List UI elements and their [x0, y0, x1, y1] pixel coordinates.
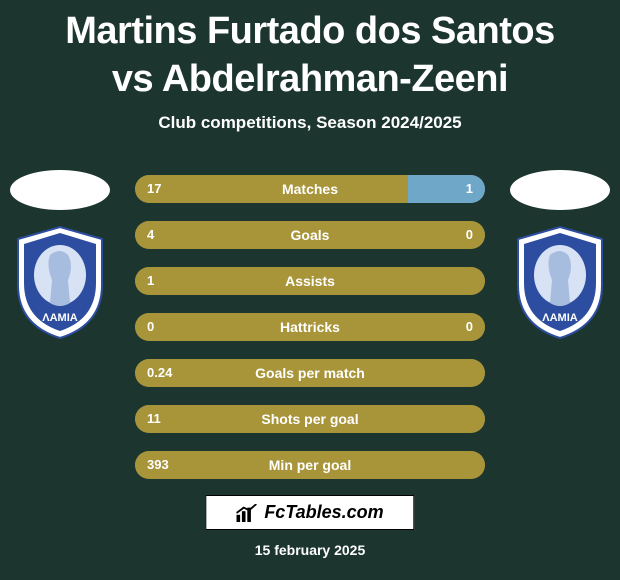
stat-label: Min per goal: [135, 451, 485, 479]
comparison-subtitle: Club competitions, Season 2024/2025: [0, 113, 620, 133]
stat-row: 171Matches: [135, 175, 485, 203]
player-photo-right: [510, 170, 610, 210]
stat-label: Hattricks: [135, 313, 485, 341]
crest-label: ΛΑΜΙΑ: [542, 312, 578, 324]
stat-label: Assists: [135, 267, 485, 295]
stat-row: 00Hattricks: [135, 313, 485, 341]
brand-badge: FcTables.com: [205, 495, 414, 530]
stat-row: 1Assists: [135, 267, 485, 295]
club-crest-left: ΛΑΜΙΑ: [10, 225, 110, 340]
stat-label: Matches: [135, 175, 485, 203]
stat-row: 393Min per goal: [135, 451, 485, 479]
stat-row: 0.24Goals per match: [135, 359, 485, 387]
brand-text: FcTables.com: [264, 502, 383, 523]
club-crest-right: ΛΑΜΙΑ: [510, 225, 610, 340]
stat-row: 40Goals: [135, 221, 485, 249]
stat-row: 11Shots per goal: [135, 405, 485, 433]
footer-date: 15 february 2025: [0, 542, 620, 558]
chart-icon: [236, 504, 258, 522]
crest-label: ΛΑΜΙΑ: [42, 312, 78, 324]
stats-bars: 171Matches 40Goals 1Assists 00Hattricks 0.24…: [135, 175, 485, 497]
stat-label: Shots per goal: [135, 405, 485, 433]
stat-label: Goals per match: [135, 359, 485, 387]
stat-label: Goals: [135, 221, 485, 249]
player-photo-left: [10, 170, 110, 210]
comparison-title: Martins Furtado dos Santos vs Abdelrahma…: [0, 0, 620, 109]
